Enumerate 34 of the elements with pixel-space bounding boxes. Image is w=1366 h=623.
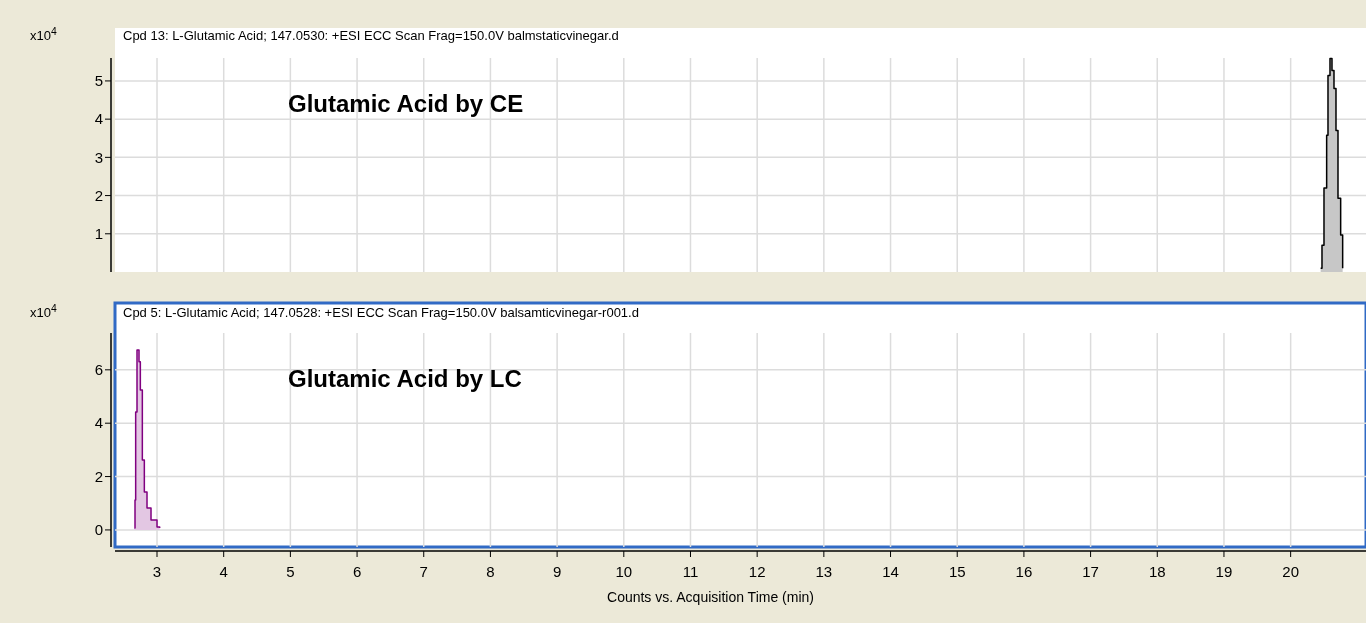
x-tick-label: 12	[748, 563, 766, 580]
annotation: Glutamic Acid by LC	[288, 365, 522, 392]
x-tick-label: 17	[1082, 563, 1099, 580]
x-tick-label: 13	[815, 563, 833, 580]
x-axis-title: Counts vs. Acquisition Time (min)	[607, 589, 814, 605]
y-tick-label: 4	[94, 414, 103, 432]
x-tick-label: 10	[615, 563, 633, 580]
x-tick-label: 7	[419, 563, 428, 580]
x-tick-label: 4	[219, 563, 228, 580]
x-tick-label: 19	[1215, 563, 1233, 580]
y-tick-label: 0	[94, 521, 103, 539]
x-tick-label: 3	[152, 563, 162, 580]
annotation: Glutamic Acid by CE	[288, 90, 524, 117]
y-axis-title: x10$^{4}$	[30, 302, 57, 320]
y-tick-label: 2	[94, 186, 103, 204]
x-tick-label: 18	[1148, 563, 1166, 580]
x-tick-label: 6	[352, 563, 362, 580]
y-tick-label: 5	[94, 72, 103, 90]
x-tick-label: 15	[948, 563, 966, 580]
x-tick-label: 5	[286, 563, 295, 580]
chart-title: Cpd 13: L-Glutamic Acid; 147.0530: +ESI ECC Scan Frag=150.0V balmstaticvinegar.d	[123, 28, 619, 43]
y-tick-label: 2	[94, 467, 103, 485]
x-tick-label: 16	[1015, 563, 1033, 580]
x-tick-label: 20	[1282, 563, 1299, 580]
x-tick-label: 11	[682, 563, 699, 580]
chart-title: Cpd 5: L-Glutamic Acid; 147.0528: +ESI ECC Scan Frag=150.0V balsamticvinegar-r001.d	[123, 305, 639, 320]
y-tick-label: 1	[94, 225, 103, 243]
y-tick-label: 4	[94, 110, 103, 128]
x-tick-label: 8	[486, 563, 495, 580]
y-tick-label: 6	[94, 361, 103, 379]
x-tick-label: 14	[882, 563, 899, 580]
y-tick-label: 3	[94, 148, 103, 166]
x-tick-label: 9	[552, 563, 562, 580]
y-axis-title: x10$^{4}$	[30, 25, 57, 43]
